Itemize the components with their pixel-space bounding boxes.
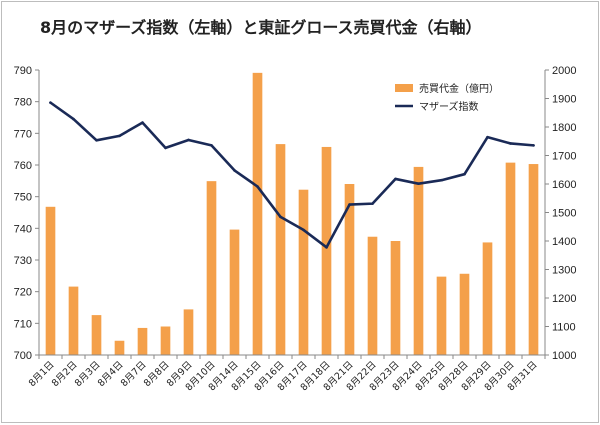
bar-2: [91, 315, 102, 355]
bar-3: [114, 340, 125, 355]
y-left-tick-7: 770: [14, 128, 32, 140]
bar-13: [344, 184, 355, 355]
line-point-8: [233, 169, 236, 172]
y-left-tick-8: 780: [14, 97, 32, 109]
line-point-12: [325, 246, 328, 249]
legend-swatch-bar: [395, 84, 413, 92]
line-point-20: [509, 142, 512, 145]
y-right-tick-2: 1200: [552, 293, 576, 305]
bar-17: [436, 276, 447, 356]
y-right-tick-0: 1000: [552, 350, 576, 362]
bar-series: [45, 72, 539, 356]
line-point-11: [302, 228, 305, 232]
y-left-tick-1: 710: [14, 318, 32, 330]
bar-5: [160, 326, 171, 355]
legend-label-line: マザーズ指数: [419, 100, 479, 113]
line-point-16: [417, 182, 420, 185]
y-right-tick-3: 1300: [552, 265, 576, 277]
y-left-tick-5: 750: [14, 192, 32, 204]
chart-title: 8月のマザーズ指数（左軸）と東証グロース売買代金（右軸）: [40, 18, 482, 37]
line-point-4: [141, 121, 144, 124]
line-point-14: [371, 202, 374, 205]
bar-21: [528, 164, 539, 355]
bar-14: [367, 236, 378, 355]
y-right-tick-7: 1700: [552, 151, 576, 163]
legend: 売買代金（億円） マザーズ指数: [395, 82, 499, 113]
y-left-tick-2: 720: [14, 287, 32, 299]
y-left-tick-9: 790: [14, 65, 32, 77]
line-point-6: [187, 138, 190, 142]
y-left-tick-0: 700: [14, 350, 32, 362]
bar-12: [321, 146, 332, 355]
y-right-tick-6: 1600: [552, 179, 576, 191]
bar-18: [459, 273, 470, 355]
line-point-10: [279, 215, 282, 219]
line-point-9: [256, 185, 259, 188]
axes: [35, 69, 549, 359]
bar-0: [45, 206, 56, 355]
bar-10: [275, 144, 286, 355]
y-left-tick-4: 740: [14, 223, 32, 235]
line-point-0: [49, 101, 52, 104]
line-series: [49, 101, 535, 249]
y-right-tick-5: 1500: [552, 208, 576, 220]
legend-label-bar: 売買代金（億円）: [419, 82, 499, 95]
line-point-7: [210, 144, 213, 147]
y-right-tick-8: 1800: [552, 122, 576, 134]
bar-9: [252, 72, 263, 355]
line-point-15: [394, 177, 397, 181]
bar-16: [413, 166, 424, 355]
line-point-13: [348, 203, 351, 206]
y-right-tick-9: 1900: [552, 94, 576, 106]
y-left-tick-6: 760: [14, 160, 32, 172]
y-right-tick-4: 1400: [552, 236, 576, 248]
line-point-2: [95, 139, 98, 142]
y-left-tick-3: 730: [14, 255, 32, 267]
bar-11: [298, 189, 309, 355]
line-point-18: [463, 172, 466, 176]
line-path: [49, 101, 535, 249]
bar-15: [390, 241, 401, 355]
bar-8: [229, 229, 240, 355]
bar-6: [183, 309, 194, 355]
y-right-tick-10: 2000: [552, 65, 576, 77]
line-point-1: [72, 117, 75, 121]
y-right-tick-1: 1100: [552, 322, 576, 334]
line-point-3: [118, 134, 121, 138]
line-point-5: [164, 146, 167, 150]
line-point-19: [486, 135, 489, 139]
line-point-21: [532, 144, 535, 147]
bar-7: [206, 181, 217, 355]
bar-1: [68, 286, 79, 355]
line-point-17: [440, 178, 443, 182]
bar-19: [482, 242, 493, 355]
bar-4: [137, 327, 148, 355]
bar-20: [505, 162, 516, 356]
